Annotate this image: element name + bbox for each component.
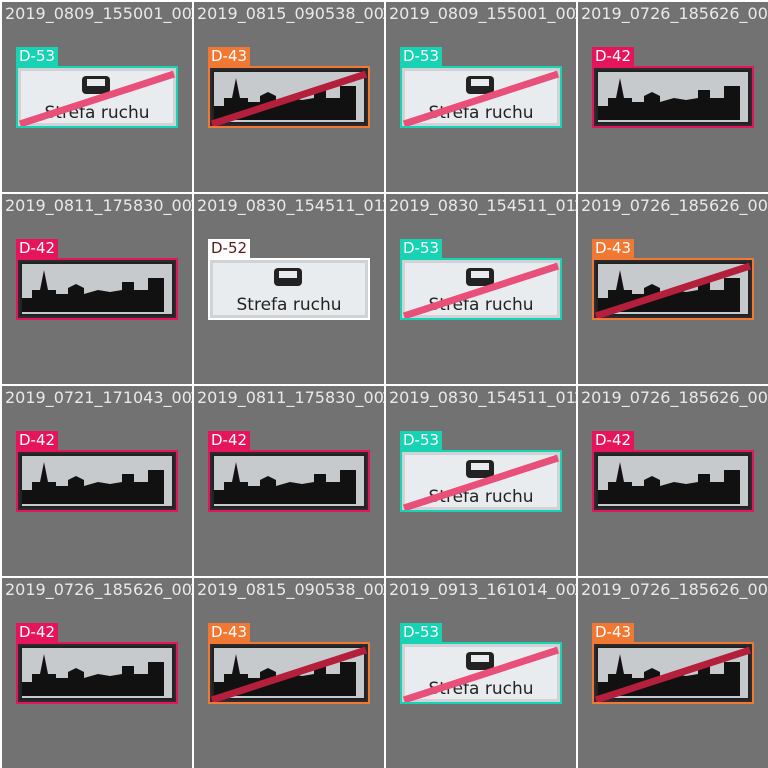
detection-box	[208, 642, 370, 704]
road-sign-image	[210, 644, 368, 702]
overlapping-filename-label: 2019_0809_155001_003.jpg	[382, 4, 384, 24]
detection-box	[16, 450, 178, 512]
filename-label: 2019_0726_185626_003	[5, 580, 192, 599]
detection-box	[16, 642, 178, 704]
road-sign-image	[210, 68, 368, 126]
mosaic-tile[interactable]: 2019_0815_090538_0052019_0913_161014_004…	[194, 578, 384, 768]
class-label-tag: D-53	[400, 623, 443, 642]
class-label-tag: D-53	[16, 47, 59, 66]
road-sign-image	[18, 644, 176, 702]
detection-box	[592, 642, 754, 704]
filename-label: 2019_0809_155001_003	[389, 4, 576, 23]
filename-label: 2019_0811_175830_003	[197, 388, 384, 407]
mosaic-tile[interactable]: 2019_0811_175830_0032019_0830_154511_013…	[2, 194, 192, 384]
detection-box	[208, 450, 370, 512]
class-label-tag: D-42	[16, 239, 59, 258]
detection-box: Strefa ruchu	[208, 258, 370, 320]
filename-label: 2019_0815_090538_005	[197, 580, 384, 599]
detection-box: Strefa ruchu	[400, 258, 562, 320]
road-sign-image	[594, 644, 752, 702]
class-label-tag: D-43	[592, 623, 635, 642]
road-sign-image: Strefa ruchu	[402, 452, 560, 510]
filename-label: 2019_0830_154511_013	[197, 196, 384, 215]
detection-box: Strefa ruchu	[400, 66, 562, 128]
mosaic-tile[interactable]: 2019_0726_185626_0032019_0815_090538_005…	[2, 578, 192, 768]
overlapping-filename-label: 2019_0815_090538_005.jpg	[190, 4, 192, 24]
mosaic-tile[interactable]: 2019_0726_185626_003 D-43	[578, 578, 768, 768]
overlapping-filename-label: 2019_0913_161014_004.jpg	[382, 580, 384, 600]
road-sign-image	[18, 452, 176, 510]
filename-label: 2019_0809_155001_003	[5, 4, 192, 23]
road-sign-image	[594, 68, 752, 126]
road-sign-image: Strefa ruchu	[210, 260, 368, 318]
overlapping-filename-label: 2019_0815_090538_005.jpg	[190, 580, 192, 600]
detection-box	[592, 66, 754, 128]
road-sign-image: Strefa ruchu	[18, 68, 176, 126]
road-sign-image: Strefa ruchu	[402, 260, 560, 318]
overlapping-filename-label: 2019_0726_185626_003.jpg	[574, 388, 576, 408]
road-sign-image: Strefa ruchu	[402, 644, 560, 702]
road-sign-image	[594, 260, 752, 318]
overlapping-filename-label: 2019_0726_185626_003.jpg	[574, 580, 576, 600]
overlapping-filename-label: 2019_0830_154511_013.jpg	[190, 196, 192, 216]
filename-label: 2019_0830_154511_013	[389, 196, 576, 215]
overlapping-filename-label: 2019_0726_185626_003.jpg	[574, 4, 576, 24]
detection-box: Strefa ruchu	[400, 450, 562, 512]
mosaic-tile[interactable]: 2019_0913_161014_0042019_0726_185626_003…	[386, 578, 576, 768]
class-label-tag: D-43	[208, 47, 251, 66]
filename-label: 2019_0815_090538_005	[197, 4, 384, 23]
class-label-tag: D-52	[208, 239, 251, 258]
overlapping-filename-label: 2019_0830_154511_013.jpg	[382, 196, 384, 216]
class-label-tag: D-42	[16, 431, 59, 450]
class-label-tag: D-53	[400, 47, 443, 66]
detection-box	[592, 258, 754, 320]
mosaic-tile[interactable]: 2019_0726_185626_003 D-42	[578, 386, 768, 576]
filename-label: 2019_0726_185626_003	[581, 580, 768, 599]
class-label-tag: D-53	[400, 239, 443, 258]
detection-box: Strefa ruchu	[400, 642, 562, 704]
detection-box	[16, 258, 178, 320]
mosaic-tile[interactable]: 2019_0809_155001_0032019_0726_185626_003…	[386, 2, 576, 192]
road-sign-image	[210, 452, 368, 510]
mosaic-tile[interactable]: 2019_0815_090538_0052019_0809_155001_003…	[194, 2, 384, 192]
class-label-tag: D-43	[208, 623, 251, 642]
mosaic-tile[interactable]: 2019_0721_171043_0032019_0811_175830_003…	[2, 386, 192, 576]
overlapping-filename-label: 2019_0726_185626_003.jpg	[574, 196, 576, 216]
overlapping-filename-label: 2019_0830_154511_013.jpg	[382, 388, 384, 408]
filename-label: 2019_0726_185626_003	[581, 4, 768, 23]
mosaic-tile[interactable]: 2019_0726_185626_003 D-43	[578, 194, 768, 384]
detection-box	[208, 66, 370, 128]
filename-label: 2019_0913_161014_004	[389, 580, 576, 599]
mosaic-tile[interactable]: 2019_0809_155001_0032019_0815_090538_005…	[2, 2, 192, 192]
mosaic-tile[interactable]: 2019_0830_154511_0132019_0830_154511_013…	[194, 194, 384, 384]
mosaic-tile[interactable]: 2019_0811_175830_0032019_0830_154511_013…	[194, 386, 384, 576]
class-label-tag: D-43	[592, 239, 635, 258]
filename-label: 2019_0830_154511_013	[389, 388, 576, 407]
class-label-tag: D-42	[592, 47, 635, 66]
mosaic-tile[interactable]: 2019_0726_185626_003 D-42	[578, 2, 768, 192]
road-sign-image	[594, 452, 752, 510]
detection-box: Strefa ruchu	[16, 66, 178, 128]
class-label-tag: D-42	[592, 431, 635, 450]
overlapping-filename-label: 2019_0811_175830_003.jpg	[190, 388, 192, 408]
filename-label: 2019_0811_175830_003	[5, 196, 192, 215]
filename-label: 2019_0726_185626_003	[581, 388, 768, 407]
road-sign-image	[18, 260, 176, 318]
class-label-tag: D-42	[16, 623, 59, 642]
detection-box	[592, 450, 754, 512]
filename-label: 2019_0726_185626_003	[581, 196, 768, 215]
road-sign-image: Strefa ruchu	[402, 68, 560, 126]
mosaic-tile[interactable]: 2019_0830_154511_0132019_0726_185626_003…	[386, 386, 576, 576]
class-label-tag: D-53	[400, 431, 443, 450]
mosaic-tile[interactable]: 2019_0830_154511_0132019_0726_185626_003…	[386, 194, 576, 384]
class-label-tag: D-42	[208, 431, 251, 450]
sign-text: Strefa ruchu	[237, 295, 342, 315]
filename-label: 2019_0721_171043_003	[5, 388, 192, 407]
